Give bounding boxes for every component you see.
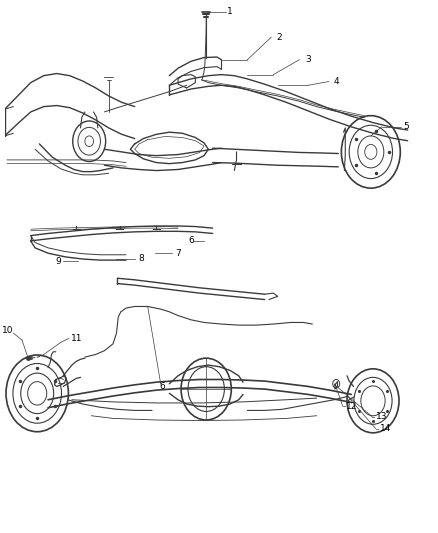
Text: 4: 4 xyxy=(334,77,339,86)
Text: 6: 6 xyxy=(189,237,194,245)
Text: 2: 2 xyxy=(277,33,283,42)
Text: 6: 6 xyxy=(159,382,165,391)
Text: 9: 9 xyxy=(55,257,61,265)
Text: 10: 10 xyxy=(2,326,14,335)
Text: 12: 12 xyxy=(346,402,357,410)
Text: 5: 5 xyxy=(403,123,409,131)
Text: 14: 14 xyxy=(379,424,391,433)
Text: 11: 11 xyxy=(71,334,82,343)
Text: 1: 1 xyxy=(227,7,233,16)
Text: 8: 8 xyxy=(138,254,144,263)
Text: 13: 13 xyxy=(376,413,387,421)
Text: 7: 7 xyxy=(175,249,181,257)
Text: 3: 3 xyxy=(305,55,311,64)
